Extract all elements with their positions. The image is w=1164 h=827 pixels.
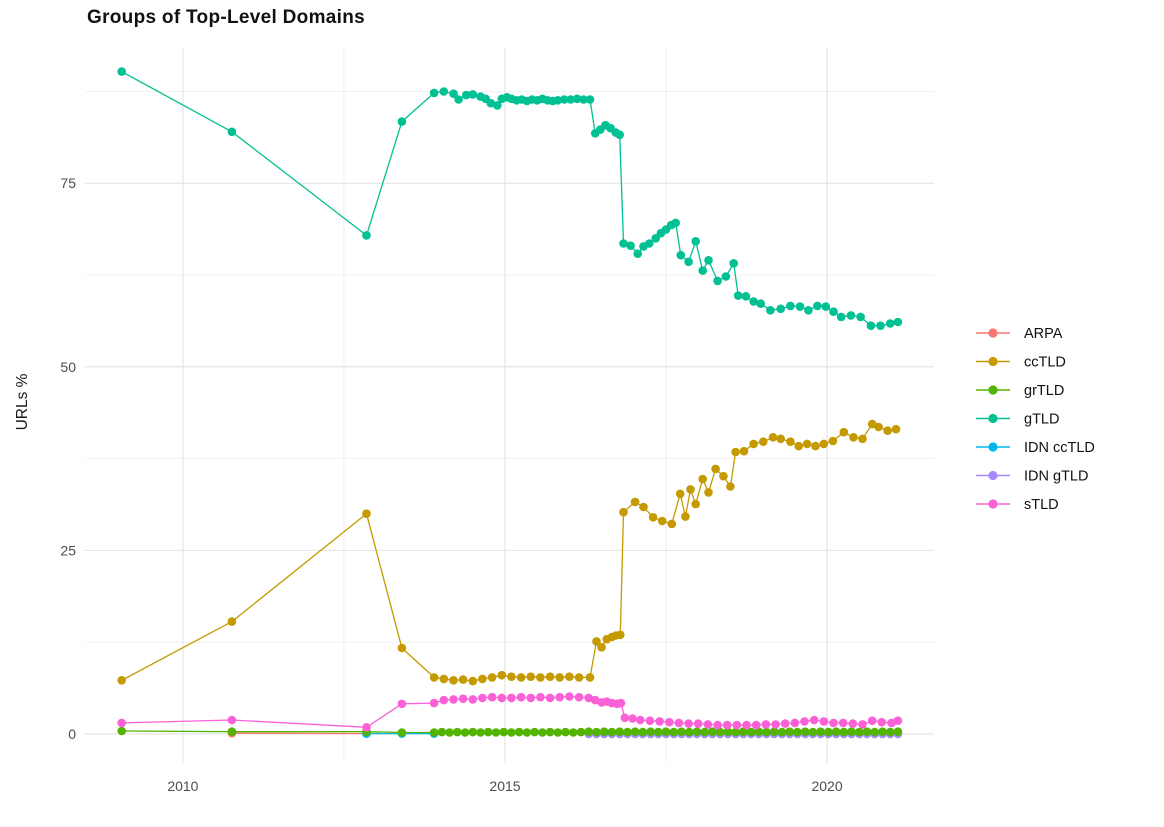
legend-item-idn-gtld: IDN gTLD (976, 469, 1088, 485)
series-cctld (117, 419, 901, 686)
y-tick-label: 75 (60, 175, 76, 191)
legend-key-point (988, 385, 998, 395)
legend-key-point (988, 442, 998, 452)
legend-key-point (988, 470, 998, 481)
legend-item-gtld: gTLD (976, 412, 1059, 428)
series-stld (117, 692, 903, 732)
legend-label: IDN ccTLD (1024, 440, 1095, 456)
series-arpa (227, 728, 371, 738)
y-tick-label: 25 (60, 542, 76, 558)
legend-key-point (988, 328, 998, 338)
legend-label: gTLD (1024, 412, 1059, 428)
chart-title: Groups of Top-Level Domains (87, 7, 365, 28)
y-tick-label: 50 (60, 359, 76, 375)
legend: ARPA ccTLD grTLD gTLD IDN ccTLD IDN gTLD sTLD (976, 326, 1095, 513)
x-tick-label: 2010 (167, 778, 198, 794)
legend-key-point (988, 356, 998, 367)
legend-label: ccTLD (1024, 355, 1066, 371)
series-gtld (117, 67, 903, 331)
legend-key-point (988, 499, 998, 509)
legend-item-idn-cctld: IDN ccTLD (976, 440, 1095, 456)
legend-key-point (988, 413, 998, 424)
axis-tick-labels: 2010 2015 2020 0 25 50 75 (60, 175, 842, 794)
legend-label: ARPA (1024, 326, 1063, 342)
series-grtld (117, 726, 903, 737)
x-tick-label: 2020 (811, 778, 842, 794)
legend-item-stld: sTLD (976, 497, 1059, 513)
y-tick-label: 0 (68, 726, 76, 742)
legend-item-arpa: ARPA (976, 326, 1063, 342)
gridlines (85, 48, 934, 763)
legend-label: IDN gTLD (1024, 469, 1088, 485)
legend-label: sTLD (1024, 497, 1059, 513)
legend-label: grTLD (1024, 383, 1064, 399)
x-tick-label: 2015 (489, 778, 520, 794)
y-axis-title: URLs % (14, 373, 31, 431)
legend-item-grtld: grTLD (976, 383, 1064, 399)
legend-item-cctld: ccTLD (976, 355, 1066, 371)
